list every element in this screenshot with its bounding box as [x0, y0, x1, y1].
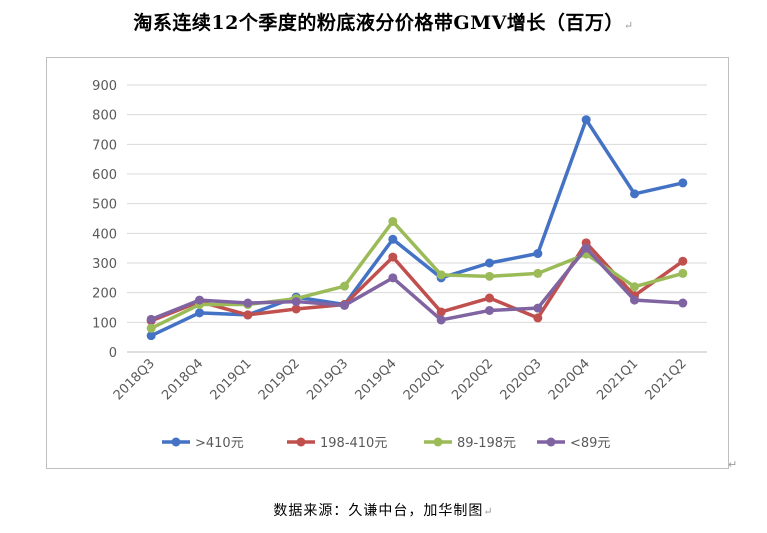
data-point [436, 307, 446, 317]
data-point [195, 295, 204, 305]
y-tick-label: 600 [92, 168, 117, 183]
data-point [243, 310, 253, 320]
x-tick-label: 2019Q2 [256, 356, 303, 403]
data-point [146, 331, 156, 341]
data-point [533, 268, 543, 278]
legend-item: >410元 [162, 436, 244, 451]
legend-label: <89元 [570, 436, 610, 451]
data-point [388, 234, 398, 244]
data-point [630, 282, 639, 292]
x-tick-label: 2021Q1 [594, 356, 641, 403]
legend-swatch-marker [171, 437, 181, 447]
y-tick-label: 400 [92, 227, 117, 242]
data-point [581, 243, 591, 253]
series-0 [146, 115, 688, 341]
legend-swatch-marker [546, 437, 556, 447]
series-line [149, 219, 685, 331]
y-axis-tick-labels: 0 100 200 300 400 500 600 700 800 900 [92, 79, 117, 361]
x-tick-label: 2019Q4 [353, 356, 400, 403]
data-point [485, 271, 494, 281]
x-tick-label: 2018Q3 [111, 356, 158, 403]
x-tick-label: 2019Q3 [304, 356, 351, 403]
source-note: 数据来源：久谦中台，加华制图↵ [273, 503, 494, 519]
series-1 [146, 238, 688, 326]
data-point [340, 281, 349, 291]
data-point [678, 298, 688, 308]
x-tick-label: 2020Q4 [546, 356, 593, 403]
y-tick-label: 200 [92, 287, 117, 302]
data-point [146, 323, 156, 333]
paragraph-mark: ↵ [728, 458, 738, 471]
gridlines [127, 84, 707, 353]
data-point [388, 252, 398, 262]
data-point [388, 273, 398, 283]
data-point [678, 178, 688, 188]
data-point [678, 268, 688, 278]
legend-swatch-marker [433, 437, 443, 447]
series-line [149, 241, 685, 323]
series-line [149, 246, 685, 322]
x-tick-label: 2018Q4 [159, 356, 206, 403]
data-point [533, 303, 543, 313]
legend-label: >410元 [195, 436, 244, 451]
legend: >410元 198-410元 89-198元 <89元 [162, 436, 610, 451]
data-point [291, 304, 301, 314]
data-point [243, 298, 253, 308]
line-chart: 0 100 200 300 400 500 600 700 800 900 2018Q3 2018Q… [92, 79, 707, 451]
chart-frame: 0 100 200 300 400 500 600 700 800 900 2018Q3 2018Q… [46, 57, 729, 469]
data-point [485, 293, 494, 303]
page-title: 淘系连续12个季度的粉底液分价格带GMV增长（百万）↵ [133, 12, 634, 34]
x-axis-tick-labels: 2018Q3 2018Q4 2019Q1 2019Q2 2019Q3 2019Q4 2020… [111, 356, 690, 403]
y-tick-label: 300 [92, 257, 117, 272]
series-lines [146, 115, 688, 341]
series-3 [146, 243, 688, 325]
y-tick-label: 100 [92, 316, 117, 331]
data-point [581, 115, 591, 125]
legend-item: <89元 [537, 436, 610, 451]
y-tick-label: 700 [92, 138, 117, 153]
data-point [630, 189, 639, 199]
y-tick-label: 500 [92, 198, 117, 213]
data-point [678, 256, 688, 266]
data-point [485, 258, 494, 268]
legend-item: 89-198元 [424, 436, 516, 451]
x-tick-label: 2019Q1 [208, 356, 255, 403]
x-tick-label: 2021Q2 [643, 356, 690, 403]
legend-label: 89-198元 [457, 436, 516, 451]
x-tick-label: 2020Q3 [498, 356, 545, 403]
y-tick-label: 900 [92, 79, 117, 94]
y-tick-label: 0 [109, 346, 117, 361]
data-point [533, 313, 543, 323]
x-tick-label: 2020Q2 [449, 356, 496, 403]
data-point [485, 305, 494, 315]
data-point [533, 249, 543, 259]
data-point [291, 297, 301, 307]
x-tick-label: 2020Q1 [401, 356, 448, 403]
legend-swatch-marker [296, 437, 306, 447]
data-point [146, 314, 156, 324]
data-point [388, 216, 398, 226]
data-point [436, 270, 446, 280]
series-2 [146, 216, 688, 333]
series-line [149, 117, 685, 338]
data-point [436, 315, 446, 325]
data-point [195, 308, 204, 318]
legend-label: 198-410元 [320, 436, 387, 451]
data-point [630, 295, 639, 305]
y-tick-label: 800 [92, 109, 117, 124]
legend-item: 198-410元 [287, 436, 387, 451]
data-point [340, 300, 349, 310]
